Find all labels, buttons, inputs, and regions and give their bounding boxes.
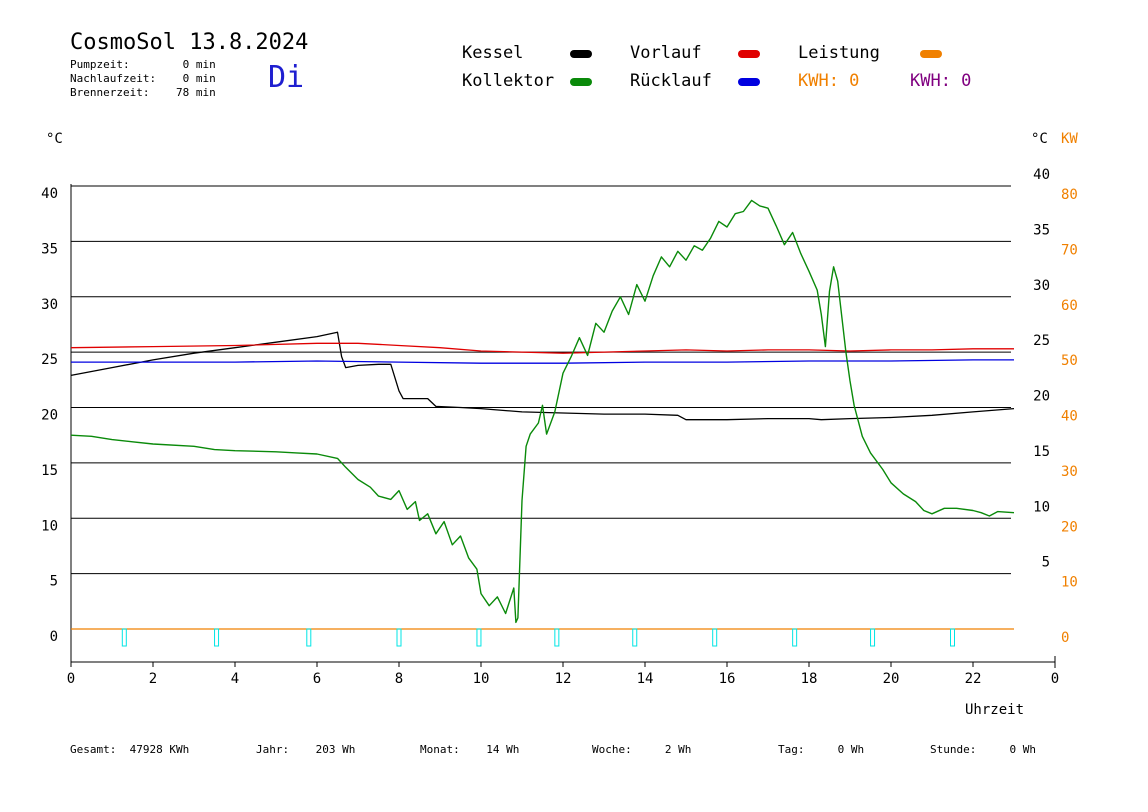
y-right-tick-label: 5 [1042, 555, 1050, 571]
y-right-tick-label: 20 [1033, 389, 1050, 405]
x-tick-label: 4 [231, 671, 239, 687]
legend-label-kollektor: Kollektor [462, 71, 555, 91]
x-tick-label: 22 [965, 671, 982, 687]
y-right-tick-label: 25 [1033, 333, 1050, 349]
y-tick-label: 20 [41, 408, 58, 424]
x-tick-label: 0 [1051, 671, 1059, 687]
x-tick-label: 0 [67, 671, 75, 687]
y2-tick-label: 40 [1061, 409, 1078, 425]
pump-marker [712, 628, 718, 647]
pump-marker [121, 628, 127, 647]
footer-hour: Stunde: 0 Wh [930, 743, 1036, 756]
legend-label-kessel: Kessel [462, 43, 524, 63]
y-tick-label: 5 [50, 574, 58, 590]
pump-marker [396, 628, 402, 647]
y-tick-label: 30 [41, 297, 58, 313]
x-tick-label: 8 [395, 671, 403, 687]
x-axis-label: Uhrzeit [965, 702, 1024, 718]
series-line-ruecklauf [71, 359, 1014, 364]
x-tick-label: 2 [149, 671, 157, 687]
x-tick-label: 14 [637, 671, 654, 687]
legend-label-vorlauf: Vorlauf [630, 43, 702, 63]
y-tick-label: 40 [41, 186, 58, 202]
y2-tick-label: 30 [1061, 464, 1078, 480]
x-tick-label: 18 [801, 671, 818, 687]
legend-swatch-leistung [920, 50, 942, 58]
y2-axis-label: KW [1061, 131, 1078, 147]
y2-tick-label: 50 [1061, 353, 1078, 369]
y-tick-label: 25 [41, 352, 58, 368]
y2-tick-label: 0 [1061, 630, 1069, 646]
y-right-tick-label: 15 [1033, 444, 1050, 460]
x-tick-label: 16 [719, 671, 736, 687]
y-axis-label-right: °C [1031, 131, 1048, 147]
weekday-label: Di [268, 60, 305, 95]
legend-label-ruecklauf: Rücklauf [630, 71, 712, 91]
pump-marker [792, 628, 798, 647]
chart-title: CosmoSol 13.8.2024 [70, 30, 309, 55]
legend-swatch-kollektor [570, 78, 592, 86]
burner-time-info: Brennerzeit: 78 min [70, 86, 216, 99]
series-line-vorlauf [70, 342, 1014, 354]
legend-label-leistung: Leistung [798, 43, 880, 63]
y-tick-label: 0 [50, 629, 58, 645]
pump-marker [870, 628, 876, 647]
pump-marker [950, 628, 955, 647]
y2-tick-label: 60 [1061, 298, 1078, 314]
y2-tick-label: 20 [1061, 519, 1078, 535]
pump-marker [306, 628, 312, 647]
footer-week: Woche: 2 Wh [592, 743, 692, 756]
kwh-value-leistung: KWH: 0 [798, 71, 860, 91]
legend-swatch-kessel [570, 50, 592, 58]
x-tick-label: 6 [313, 671, 321, 687]
series-line-kessel [70, 331, 1015, 421]
y-right-tick-label: 30 [1033, 278, 1050, 294]
legend-swatch-ruecklauf [738, 78, 760, 86]
footer-month: Monat: 14 Wh [420, 743, 520, 756]
y-right-tick-label: 10 [1033, 499, 1050, 515]
y-tick-label: 15 [41, 463, 58, 479]
x-tick-label: 12 [555, 671, 572, 687]
y2-tick-label: 10 [1061, 575, 1078, 591]
pump-marker [632, 628, 638, 647]
y2-tick-label: 70 [1061, 242, 1078, 258]
x-tick-label: 20 [883, 671, 900, 687]
series-line-kollektor [70, 199, 1015, 624]
footer-total: Gesamt: 47928 KWh [70, 743, 190, 756]
pump-time-info: Pumpzeit: 0 min [70, 58, 216, 71]
y-right-tick-label: 35 [1033, 222, 1050, 238]
pump-marker [476, 628, 482, 647]
y-tick-label: 10 [41, 518, 58, 534]
y2-tick-label: 80 [1061, 187, 1078, 203]
y-axis-label-left: °C [46, 131, 63, 147]
footer-day: Tag: 0 Wh [778, 743, 865, 756]
kwh-value-total: KWH: 0 [910, 71, 972, 91]
pump-marker [214, 628, 220, 647]
x-tick-label: 10 [473, 671, 490, 687]
y-right-tick-label: 40 [1033, 167, 1050, 183]
footer-year: Jahr: 203 Wh [256, 743, 356, 756]
legend-swatch-vorlauf [738, 50, 760, 58]
y-tick-label: 35 [41, 241, 58, 257]
pump-marker [554, 628, 560, 647]
followup-time-info: Nachlaufzeit: 0 min [70, 72, 216, 85]
